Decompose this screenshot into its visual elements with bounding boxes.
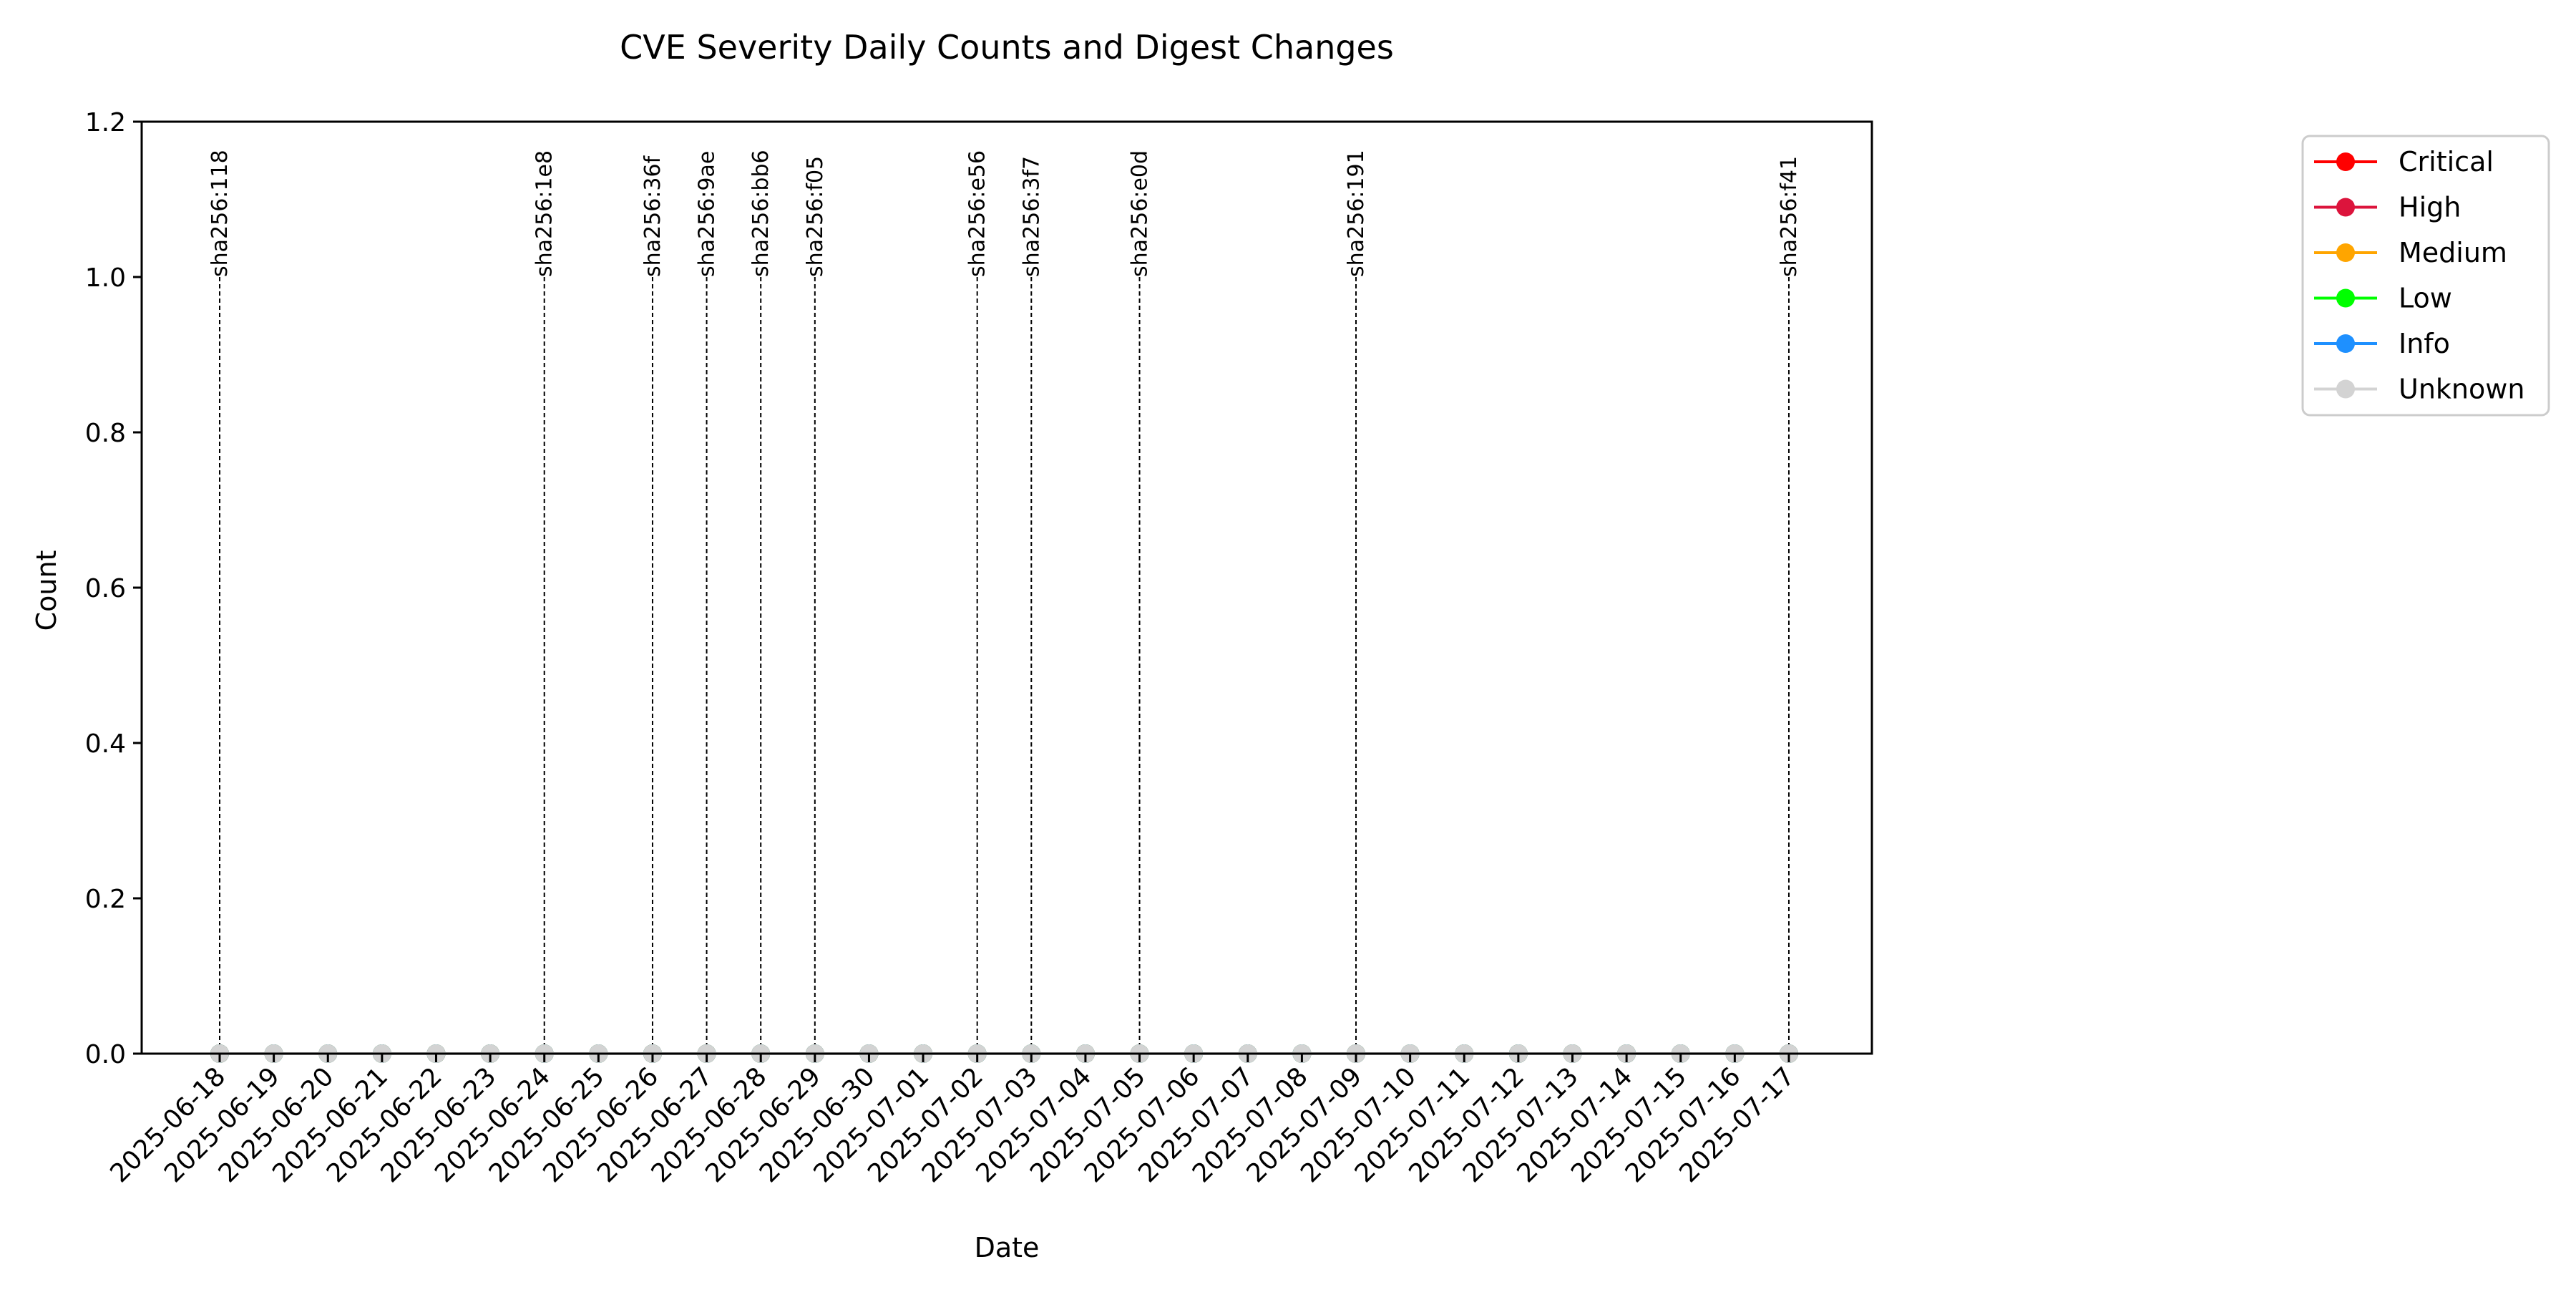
y-axis-label: Count	[31, 550, 62, 631]
legend-item-low: Low	[2314, 283, 2452, 314]
legend-marker	[2336, 334, 2355, 353]
x-axis: 2025-06-182025-06-192025-06-202025-06-21…	[104, 1054, 1800, 1188]
digest-change-label: sha256:f41	[1777, 156, 1802, 277]
digest-change-label: sha256:1e8	[532, 150, 557, 277]
legend-marker	[2336, 198, 2355, 217]
legend-label: Low	[2399, 283, 2452, 314]
legend-item-medium: Medium	[2314, 237, 2507, 268]
legend-marker	[2336, 152, 2355, 171]
digest-annotations: sha256:118 sha256:1e8 sha256:36f sha256:9ae…	[208, 150, 1802, 1054]
y-tick-label: 0.0	[85, 1040, 126, 1069]
y-tick-label: 0.6	[85, 574, 126, 603]
legend-marker	[2336, 288, 2355, 308]
chart-title: CVE Severity Daily Counts and Digest Cha…	[620, 28, 1394, 67]
y-tick-label: 0.8	[85, 419, 126, 448]
digest-change-label: sha256:191	[1344, 150, 1369, 277]
legend: Critical High Medium Low Info Unknown	[2301, 135, 2550, 417]
digest-change-label: sha256:e56	[965, 150, 990, 277]
legend-item-info: Info	[2314, 328, 2450, 359]
y-tick-label: 1.0	[85, 263, 126, 293]
legend-marker	[2336, 243, 2355, 262]
digest-change-label: sha256:9ae	[695, 151, 720, 277]
digest-change-label: sha256:3f7	[1019, 156, 1044, 277]
y-axis: 0.0 0.2 0.4 0.6 0.8 1.0 1.2	[85, 108, 142, 1069]
legend-label: Critical	[2399, 146, 2494, 178]
legend-item-high: High	[2314, 192, 2461, 223]
y-tick-label: 1.2	[85, 108, 126, 137]
legend-label: High	[2399, 192, 2461, 223]
legend-label: Medium	[2399, 237, 2507, 268]
legend-label: Unknown	[2399, 374, 2524, 405]
legend-marker	[2336, 379, 2355, 399]
legend-item-critical: Critical	[2314, 146, 2494, 178]
digest-change-label: sha256:36f	[640, 155, 665, 277]
plot-frame	[140, 120, 1873, 1055]
legend-item-unknown: Unknown	[2314, 374, 2524, 405]
digest-change-label: sha256:e0d	[1128, 150, 1153, 277]
y-tick-label: 0.4	[85, 729, 126, 759]
digest-change-label: sha256:118	[208, 150, 233, 277]
digest-change-label: sha256:f05	[803, 156, 828, 277]
x-axis-label: Date	[975, 1232, 1040, 1263]
y-tick-label: 0.2	[85, 885, 126, 914]
legend-label: Info	[2399, 328, 2450, 359]
digest-change-label: sha256:bb6	[748, 150, 774, 277]
